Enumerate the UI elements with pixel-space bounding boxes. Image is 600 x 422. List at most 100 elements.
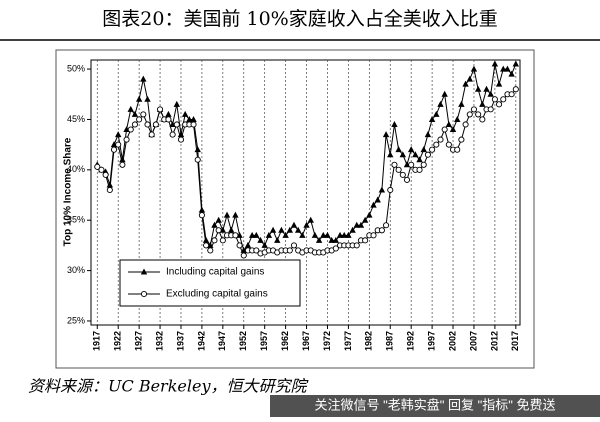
marker: [433, 141, 440, 148]
marker: [257, 236, 264, 243]
x-tick-label: 1997: [426, 331, 436, 351]
marker: [177, 136, 185, 143]
marker: [424, 131, 432, 138]
marker: [441, 126, 448, 133]
marker: [374, 196, 381, 203]
marker: [290, 242, 298, 249]
marker: [345, 231, 352, 238]
marker: [148, 131, 155, 138]
marker: [110, 146, 118, 153]
marker: [366, 211, 373, 218]
marker: [119, 156, 126, 163]
marker: [173, 100, 180, 107]
x-tick-label: 2012: [489, 331, 499, 351]
marker: [500, 96, 507, 103]
marker: [407, 146, 415, 153]
y-tick-label: 45%: [67, 114, 85, 124]
marker: [370, 232, 377, 239]
legend-label: Excluding capital gains: [166, 289, 268, 300]
plot-frame: [90, 59, 521, 326]
x-tick-label: 2017: [510, 331, 520, 351]
marker: [487, 90, 494, 97]
marker: [207, 247, 214, 254]
x-tick-label: 1952: [238, 331, 248, 351]
marker: [462, 121, 469, 128]
marker: [412, 151, 419, 158]
marker: [500, 65, 507, 72]
marker: [491, 60, 499, 67]
marker: [391, 161, 398, 168]
x-tick-label: 1947: [217, 331, 227, 351]
marker: [504, 65, 511, 72]
marker: [341, 231, 348, 238]
marker: [181, 110, 189, 117]
y-tick-label: 25%: [67, 315, 85, 325]
x-tick-label: 1977: [343, 331, 353, 351]
marker: [512, 60, 520, 67]
marker: [219, 237, 226, 244]
marker: [408, 161, 415, 168]
marker: [437, 136, 444, 143]
marker: [144, 121, 151, 128]
marker: [479, 116, 486, 123]
marker: [433, 110, 440, 117]
marker: [211, 237, 218, 244]
marker: [131, 121, 138, 128]
marker: [474, 85, 482, 92]
marker: [349, 226, 356, 233]
marker: [491, 96, 498, 103]
legend-marker: [140, 268, 148, 275]
marker: [253, 231, 260, 238]
marker: [194, 156, 201, 163]
x-tick-label: 1982: [364, 331, 374, 351]
marker: [303, 221, 310, 228]
y-tick-label: 50%: [67, 63, 85, 73]
marker: [131, 110, 139, 117]
marker: [127, 105, 134, 112]
marker: [215, 216, 222, 223]
marker: [294, 226, 302, 233]
marker: [512, 86, 519, 93]
marker: [123, 136, 130, 143]
x-tick-label: 1942: [196, 331, 206, 351]
marker: [190, 115, 197, 122]
marker: [508, 91, 515, 98]
marker: [395, 166, 402, 173]
marker: [240, 252, 247, 259]
marker: [495, 80, 503, 87]
marker: [202, 236, 210, 243]
x-tick-label: 2002: [447, 331, 457, 351]
marker: [307, 216, 314, 223]
marker: [383, 222, 390, 229]
x-tick-label: 1972: [322, 331, 332, 351]
marker: [403, 176, 411, 183]
marker: [454, 146, 461, 153]
marker: [416, 166, 423, 173]
marker: [186, 115, 193, 122]
marker: [232, 232, 239, 239]
marker: [483, 85, 490, 92]
x-tick-label: 1967: [301, 331, 311, 351]
chart-title: 图表20：美国前 10%家庭收入占全美收入比重: [102, 8, 497, 30]
marker: [466, 75, 473, 82]
marker: [135, 95, 143, 102]
marker: [119, 161, 126, 168]
marker: [508, 70, 515, 77]
marker: [429, 146, 436, 153]
marker: [157, 106, 164, 113]
marker: [357, 221, 365, 228]
marker: [399, 151, 407, 158]
marker: [286, 247, 293, 254]
marker: [420, 146, 427, 153]
marker: [102, 171, 109, 178]
marker: [370, 201, 377, 208]
marker: [248, 231, 256, 238]
marker: [115, 131, 122, 138]
x-tick-label: 1992: [406, 331, 416, 351]
marker: [315, 236, 323, 243]
marker: [98, 166, 105, 173]
marker: [165, 116, 172, 123]
marker: [458, 100, 465, 107]
marker: [445, 120, 453, 127]
